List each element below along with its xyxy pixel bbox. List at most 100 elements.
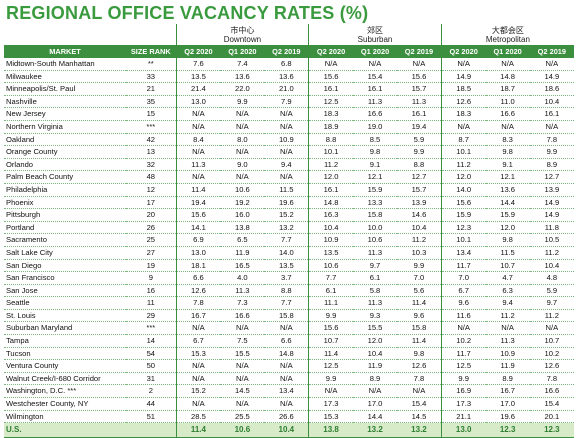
vacancy-rate: 10.2 bbox=[529, 347, 574, 361]
market-row: Phoenix 17 19.4 19.2 19.6 14.8 13.3 13.9 15.6 14.… bbox=[4, 196, 574, 210]
vacancy-rate: N/A bbox=[308, 384, 353, 399]
vacancy-rate: 6.3 bbox=[485, 284, 530, 298]
market-name: U.S. bbox=[4, 422, 127, 438]
vacancy-rate: 6.1 bbox=[308, 284, 353, 298]
market-name: Westchester County, NY bbox=[4, 397, 127, 411]
vacancy-rate: 14.6 bbox=[397, 208, 442, 222]
size-rank: 27 bbox=[126, 246, 177, 260]
market-row: Northern Virginia *** N/A N/A N/A 18.9 19.0 19.… bbox=[4, 120, 574, 134]
vacancy-rate: N/A bbox=[264, 321, 309, 336]
vacancy-rate: 9.9 bbox=[308, 372, 353, 386]
vacancy-rate: N/A bbox=[264, 359, 309, 373]
size-rank: 13 bbox=[126, 145, 177, 159]
column-header: Q2 2020 bbox=[175, 45, 221, 58]
vacancy-rate: 15.9 bbox=[485, 208, 530, 222]
vacancy-rate: 6.8 bbox=[264, 58, 309, 71]
market-row: Palm Beach County 48 N/A N/A N/A 12.0 12.1 12.7… bbox=[4, 170, 574, 184]
vacancy-rate: 26.6 bbox=[264, 410, 309, 424]
vacancy-rate: 11.2 bbox=[440, 158, 486, 172]
market-row: Tucson 54 15.3 15.5 14.8 11.4 10.4 9.8 11.7 10.9 1… bbox=[4, 347, 574, 361]
vacancy-rate: 15.6 bbox=[308, 70, 353, 84]
market-row: Sacramento 25 6.9 6.5 7.7 10.9 10.6 11.2 10.1 9.8… bbox=[4, 233, 574, 247]
vacancy-rate: 8.9 bbox=[485, 372, 530, 386]
vacancy-rate: 6.6 bbox=[264, 334, 309, 348]
vacancy-rate: 21.1 bbox=[440, 410, 486, 424]
market-row: Nashville 35 13.0 9.9 7.9 12.5 11.3 11.3 12.6 11.… bbox=[4, 95, 574, 109]
vacancy-rate: 28.5 bbox=[175, 410, 221, 424]
vacancy-rate: 13.6 bbox=[220, 70, 265, 84]
vacancy-rate: 16.3 bbox=[308, 208, 353, 222]
vacancy-rate: 13.6 bbox=[264, 70, 309, 84]
vacancy-rate: 19.6 bbox=[264, 196, 309, 210]
vacancy-rate: 9.6 bbox=[397, 309, 442, 323]
group-en: Suburban bbox=[357, 35, 393, 44]
size-rank: 21 bbox=[126, 82, 177, 96]
vacancy-rate: 14.8 bbox=[308, 196, 353, 210]
column-header: Q2 2020 bbox=[308, 45, 353, 58]
vacancy-rate: 14.0 bbox=[440, 183, 486, 197]
vacancy-rate: N/A bbox=[352, 58, 398, 71]
vacancy-rate: 9.9 bbox=[440, 372, 486, 386]
market-name: Orange County bbox=[4, 145, 127, 159]
vacancy-rate: 7.8 bbox=[175, 296, 221, 310]
vacancy-rate: 4.8 bbox=[529, 271, 574, 285]
vacancy-rate: 10.1 bbox=[440, 233, 486, 247]
vacancy-rate: 21.4 bbox=[175, 82, 221, 96]
vacancy-rate: 7.3 bbox=[220, 296, 265, 310]
market-row: San Diego 19 18.1 16.5 13.5 10.6 9.7 9.9 11.7 10.… bbox=[4, 259, 574, 273]
vacancy-rate: 13.5 bbox=[264, 259, 309, 273]
market-row: New Jersey 15 N/A N/A N/A 18.3 16.6 16.1 18.3 16.… bbox=[4, 107, 574, 121]
vacancy-rate: 14.1 bbox=[175, 221, 221, 235]
vacancy-rate: 12.0 bbox=[308, 170, 353, 184]
vacancy-rate: 10.5 bbox=[529, 233, 574, 247]
vacancy-rate: 7.8 bbox=[397, 372, 442, 386]
vacancy-rate: 16.1 bbox=[308, 183, 353, 197]
market-name: Minneapolis/St. Paul bbox=[4, 82, 127, 96]
vacancy-rate: 7.7 bbox=[264, 296, 309, 310]
vacancy-rate: 12.3 bbox=[529, 422, 574, 438]
vacancy-rate: N/A bbox=[485, 321, 530, 336]
vacancy-rate: 10.6 bbox=[220, 422, 265, 438]
vacancy-rate: 12.0 bbox=[440, 170, 486, 184]
vacancy-rate: 18.3 bbox=[440, 107, 486, 121]
vacancy-table: 市中心 Downtown 郊区 Suburban 大都会区 Metropolitan … bbox=[4, 24, 574, 438]
market-name: Pittsburgh bbox=[4, 208, 127, 222]
vacancy-rate: 13.0 bbox=[440, 422, 486, 438]
market-name: Tampa bbox=[4, 334, 127, 348]
vacancy-rate: N/A bbox=[485, 120, 530, 134]
vacancy-rate: N/A bbox=[175, 145, 221, 159]
vacancy-rate: 7.0 bbox=[397, 271, 442, 285]
vacancy-rate: 13.2 bbox=[352, 422, 398, 438]
size-rank: 25 bbox=[126, 233, 177, 247]
vacancy-rate: 10.6 bbox=[308, 259, 353, 273]
vacancy-rate: 11.0 bbox=[485, 95, 530, 109]
vacancy-rate: 12.6 bbox=[529, 359, 574, 373]
vacancy-rate: 16.6 bbox=[485, 107, 530, 121]
vacancy-rate: 11.4 bbox=[397, 334, 442, 348]
vacancy-rate: 7.8 bbox=[529, 133, 574, 147]
size-rank: 35 bbox=[126, 95, 177, 109]
vacancy-rate: 4.7 bbox=[485, 271, 530, 285]
size-rank: 17 bbox=[126, 196, 177, 210]
vacancy-rate: 11.5 bbox=[264, 183, 309, 197]
market-row: Milwaukee 33 13.5 13.6 13.6 15.6 15.4 15.6 14.9 1… bbox=[4, 70, 574, 84]
vacancy-rate: 16.1 bbox=[352, 82, 398, 96]
vacancy-rate: N/A bbox=[264, 170, 309, 184]
column-header: Q2 2020 bbox=[440, 45, 486, 58]
vacancy-rate: 9.3 bbox=[352, 309, 398, 323]
market-name: Ventura County bbox=[4, 359, 127, 373]
column-header: Q2 2019 bbox=[529, 45, 574, 58]
market-name: Sacramento bbox=[4, 233, 127, 247]
vacancy-rate: 17.0 bbox=[352, 397, 398, 411]
vacancy-rate: 18.6 bbox=[529, 82, 574, 96]
market-row: Tampa 14 6.7 7.5 6.6 10.7 12.0 11.4 10.2 11.3 10.7 bbox=[4, 334, 574, 348]
market-name: Philadelphia bbox=[4, 183, 127, 197]
market-name: San Diego bbox=[4, 259, 127, 273]
size-rank: 14 bbox=[126, 334, 177, 348]
market-name: Tucson bbox=[4, 347, 127, 361]
market-row: Oakland 42 8.4 8.0 10.9 8.8 8.5 5.9 8.7 8.3 7.8 bbox=[4, 133, 574, 147]
vacancy-rate: 14.9 bbox=[440, 70, 486, 84]
column-header: Q1 2020 bbox=[352, 45, 398, 58]
market-name: Walnut Creek/I-680 Corridor bbox=[4, 372, 127, 386]
column-header: Q1 2020 bbox=[485, 45, 530, 58]
